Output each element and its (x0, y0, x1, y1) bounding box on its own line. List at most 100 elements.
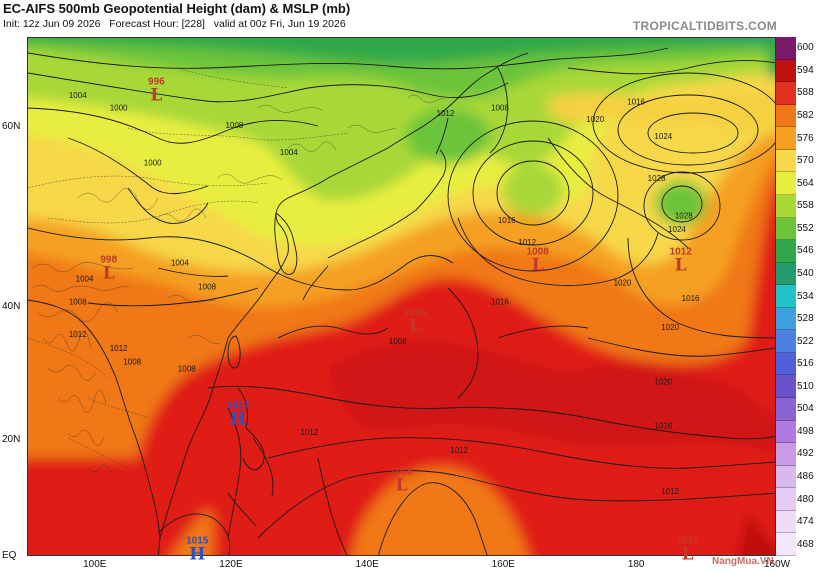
isobar-label: 1008 (123, 358, 141, 367)
lon-label: 160E (491, 559, 515, 570)
colorbar-cell (776, 127, 796, 150)
lon-label: 160W (764, 559, 791, 570)
pressure-symbol: L (681, 544, 694, 565)
lon-label: 120E (219, 559, 243, 570)
map-area[interactable]: 1004 1000 1000 1004 1008 1012 1008 1016 1020 1024… (27, 37, 776, 556)
colorbar-label: 546 (797, 245, 814, 257)
pressure-symbol: L (102, 263, 115, 284)
colorbar-cell (776, 375, 796, 399)
isobar-label: 1000 (144, 159, 162, 168)
colorbar-cell (776, 307, 796, 331)
colorbar-cell (776, 240, 796, 263)
valid-time: valid at 00z Fri, Jun 19 2026 (213, 18, 346, 30)
colorbar-label: 504 (797, 403, 814, 415)
pressure-symbol: H (230, 409, 247, 430)
colorbar-cell (776, 172, 796, 195)
isobar-label: 1016 (498, 216, 516, 225)
colorbar-label: 480 (797, 493, 814, 505)
isobar-label: 1016 (627, 97, 645, 106)
colorbar-label: 492 (797, 448, 814, 460)
colorbar-cell (776, 37, 796, 60)
isobar-label: 1024 (654, 132, 672, 141)
low-pressure-center: 1008 L (390, 467, 412, 496)
pressure-value: 1012 (669, 246, 692, 258)
isobar-label: 1004 (69, 91, 87, 100)
pressure-value: 996 (148, 76, 165, 88)
colorbar-label: 540 (797, 267, 814, 279)
pressure-value: 1011 (676, 535, 699, 547)
low-pressure-center: 998 L (100, 255, 117, 282)
colorbar-cell (776, 465, 796, 489)
high-pressure-center: 1015 H (186, 536, 208, 564)
map-title: EC-AIFS 500mb Geopotential Height (dam) … (3, 1, 351, 16)
isobar-label: 1008 (198, 282, 216, 291)
isobar-label: 1008 (178, 364, 196, 373)
watermark-text: NangMua.VN (712, 556, 774, 567)
isobar-label: 1008 (389, 337, 407, 346)
isobar-label: 1004 (76, 275, 94, 284)
colorbar-label: 582 (797, 109, 814, 121)
colorbar-cell (776, 194, 796, 218)
isobar-label: 1028 (675, 212, 693, 221)
pressure-symbol: L (409, 316, 422, 337)
colorbar-cell (776, 285, 796, 308)
isobar-label: 1028 (648, 174, 666, 183)
colorbar-cell (776, 420, 796, 444)
colorbar-label: 594 (797, 64, 814, 76)
isobar-label: 1008 (69, 298, 87, 307)
colorbar-label: 600 (797, 42, 814, 54)
lon-label: 100E (83, 559, 107, 570)
isobar-label: 1012 (300, 428, 318, 437)
borneo-outline (157, 513, 231, 555)
borders (28, 67, 349, 469)
isobar-label: 1020 (661, 323, 679, 332)
isobar-label: 1004 (280, 148, 298, 157)
isobar-label: 1012 (110, 344, 128, 353)
isobar-label: 1020 (614, 279, 632, 288)
kamchatka-outline (489, 67, 509, 154)
isobar-label: 1004 (171, 259, 189, 268)
isobar-label: 1012 (69, 330, 87, 339)
pressure-value: 998 (100, 254, 118, 266)
isobar-label: 1020 (586, 115, 604, 124)
colorbar-label: 498 (797, 425, 814, 437)
colorbar-cell (776, 59, 796, 83)
isobar-label: 1008 (225, 121, 243, 130)
colorbar-label: 570 (797, 155, 814, 167)
colorbar-label: 558 (797, 200, 814, 212)
map-canvas: 1004 1000 1000 1004 1008 1012 1008 1016 1020 1024… (28, 38, 775, 555)
pressure-value: 1006 (403, 307, 427, 319)
colorbar-cell (776, 352, 796, 376)
isobar-label: 1020 (654, 377, 672, 386)
height-field (28, 38, 775, 555)
pressure-value: 1017 (226, 400, 250, 412)
pressure-symbol: L (531, 255, 544, 276)
colorbar-cell (776, 217, 796, 241)
isobar-label: 1024 (668, 225, 686, 234)
colorbar-cell (776, 82, 796, 105)
low-pressure-center: 1008 L (527, 247, 549, 274)
isobar-label: 1012 (661, 487, 679, 496)
high-pressure-center: 1017 H (226, 400, 250, 430)
colorbar-cell (776, 104, 796, 128)
colorbar-cell (776, 330, 796, 353)
colorbar-cell (776, 262, 796, 286)
taiwan-outline (227, 335, 241, 369)
isobar-label: 1016 (682, 294, 700, 303)
colorbar-label: 516 (797, 358, 814, 370)
colorbar-cell (776, 149, 796, 173)
isobar-label: 1012 (437, 109, 455, 118)
isobar-labels: 1004 1000 1000 1004 1008 1012 1008 1016 1020 1024… (69, 91, 700, 496)
isobar-label: 1008 (491, 103, 509, 112)
isobar-label: 1000 (110, 103, 128, 112)
colorbar-label: 576 (797, 132, 814, 144)
colorbar-label: 522 (797, 335, 814, 347)
pressure-symbol: L (150, 85, 163, 106)
philippines-outline (227, 387, 274, 527)
pressure-symbol: L (395, 475, 408, 496)
lat-label: 60N (2, 120, 21, 132)
low-pressure-center: 1011 L (676, 535, 699, 565)
colorbar-label: 588 (797, 87, 814, 99)
lat-label: EQ (2, 550, 17, 561)
colorbar-label: 474 (797, 516, 814, 528)
